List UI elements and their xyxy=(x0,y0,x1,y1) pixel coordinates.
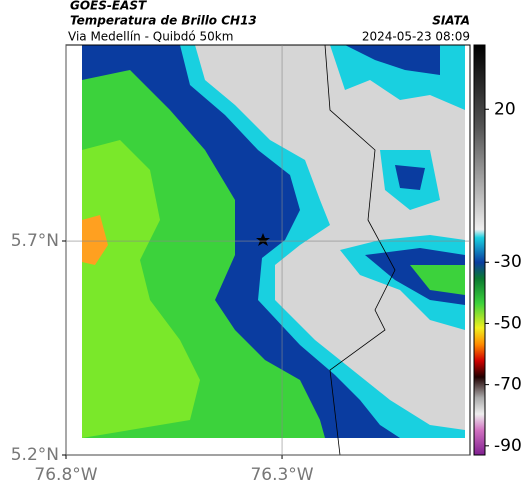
border xyxy=(324,45,396,455)
source: SIATA xyxy=(432,14,470,28)
deep-region-ne xyxy=(345,45,440,75)
product: Temperatura de Brillo CH13 xyxy=(70,14,257,28)
imagery xyxy=(82,45,465,455)
colorbar-tick-label: -90 xyxy=(494,436,522,456)
y-tick-label: 5.7°N xyxy=(11,231,59,251)
route: Via Medellín - Quibdó 50km xyxy=(68,30,233,44)
colorbar-tick-label: -70 xyxy=(494,375,522,395)
convective-region-e xyxy=(410,265,465,295)
colorbar-tick-label: -50 xyxy=(494,313,522,333)
core-region xyxy=(82,140,200,438)
timestamp: 2024-05-23 08:09 xyxy=(362,30,470,44)
x-tick-label: 76.3°W xyxy=(250,465,313,485)
x-tick-label: 76.8°W xyxy=(34,465,97,485)
colorbar-tick-label: -30 xyxy=(494,252,522,272)
satellite: GOES-EAST xyxy=(70,0,147,13)
y-tick-label: 5.2°N xyxy=(11,445,59,465)
colorbar xyxy=(473,44,486,456)
colorbar-tick-label: 20 xyxy=(494,99,516,119)
deep-region-c xyxy=(395,165,425,190)
site-marker xyxy=(256,233,270,246)
hot-spot xyxy=(82,215,108,265)
